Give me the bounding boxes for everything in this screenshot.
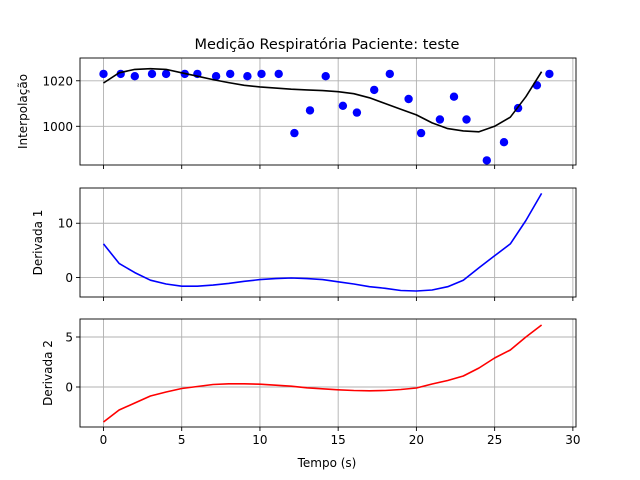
- scatter-point: [404, 94, 413, 104]
- scatter-point: [321, 72, 330, 81]
- panel-1: 1000 1020 Interpolação: [16, 57, 577, 169]
- scatter-point: [257, 69, 266, 79]
- series-line: [103, 67, 543, 133]
- scatter-point: [226, 69, 235, 79]
- y-tick-label: 0: [65, 271, 73, 285]
- x-tick-label: 0: [100, 433, 108, 447]
- x-tick-label: 20: [409, 433, 424, 447]
- series-line: [103, 324, 543, 423]
- subplots: 1000 1020 Interpolação 0 10 Derivada 1 0 5 10 15 2…: [16, 57, 581, 447]
- panel-3: 0 5 10 15 20 25 30 0 5 Derivada 2: [41, 318, 581, 447]
- panel-2: 0 10 Derivada 1: [31, 187, 577, 301]
- y-tick-label: 1020: [42, 74, 73, 88]
- plot-frame: [79, 187, 577, 298]
- y-tick-label: 1000: [42, 120, 73, 134]
- scatter-point: [274, 69, 283, 79]
- y-axis-label: Derivada 2: [41, 340, 55, 406]
- x-tick-label: 30: [565, 433, 580, 447]
- x-tick-label: 25: [487, 433, 502, 447]
- scatter-point: [305, 106, 315, 115]
- y-axis-label: Interpolação: [16, 74, 30, 149]
- scatter-point: [290, 128, 299, 138]
- scatter-point: [482, 156, 491, 165]
- x-tick-label: 10: [252, 433, 267, 447]
- y-axis-label: Derivada 1: [31, 210, 45, 276]
- scatter-point: [385, 69, 394, 79]
- plot-frame: [79, 318, 577, 428]
- scatter-point: [416, 128, 426, 138]
- x-tick-label: 15: [331, 433, 346, 447]
- x-tick-label: 5: [178, 433, 186, 447]
- x-axis-label: Tempo (s): [297, 456, 357, 470]
- y-tick-label: 10: [58, 217, 73, 231]
- series-line: [102, 192, 543, 292]
- scatter-point: [462, 115, 471, 124]
- chart-title: Medição Respiratória Paciente: teste: [195, 37, 460, 53]
- scatter-point: [435, 115, 445, 124]
- scatter-point: [352, 108, 362, 117]
- y-tick-label: 5: [65, 331, 73, 345]
- scatter-point: [147, 69, 157, 79]
- scatter-point: [161, 69, 171, 79]
- scatter-point: [545, 69, 554, 79]
- y-tick-label: 0: [65, 381, 73, 395]
- scatter-point: [338, 101, 348, 111]
- scatter-point: [449, 92, 459, 101]
- scatter-point: [243, 72, 252, 81]
- plot-frame: [79, 57, 577, 166]
- scatter-point: [99, 69, 108, 79]
- scatter-point: [211, 72, 221, 81]
- scatter-point: [499, 138, 509, 147]
- scatter-point: [370, 85, 379, 95]
- scatter-point: [130, 72, 139, 81]
